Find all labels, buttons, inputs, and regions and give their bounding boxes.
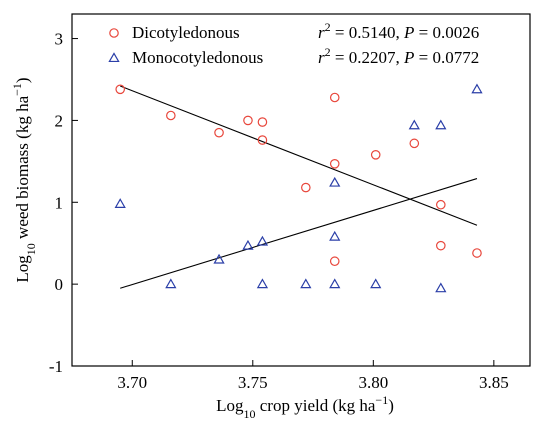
monocot-point [213, 253, 225, 264]
axis-ticks: 3.70 3.75 3.80 3.85 -1 0 1 2 3 [49, 30, 509, 392]
dicot-point [370, 150, 381, 160]
x-tick-label: 3.80 [358, 373, 388, 392]
x-axis-title: Log10 crop yield (kg ha−1) [216, 393, 394, 421]
y-tick-label: 0 [55, 275, 64, 294]
monocot-point [165, 278, 177, 289]
y-axis-title: Log10 weed biomass (kg ha−1) [10, 77, 38, 282]
x-tick-label: 3.70 [117, 373, 147, 392]
y-tick-label: -1 [49, 357, 63, 376]
monocot-point [114, 198, 126, 208]
dicot-point [301, 182, 311, 193]
y-tick-label: 2 [55, 111, 64, 130]
monocot-point [329, 230, 341, 241]
monocot-point [370, 278, 382, 289]
legend-marker [108, 52, 120, 63]
monocot-point [256, 278, 269, 289]
legend-stat: r2 = 0.2207, P = 0.0772 [318, 45, 479, 67]
monocot-point [435, 119, 447, 130]
dicot-point [409, 138, 420, 149]
monocot-point [408, 119, 420, 130]
fit-line-dicotyledonous [120, 85, 478, 226]
dicot-point [472, 248, 482, 258]
monocot-point [300, 278, 312, 289]
data-points [114, 83, 483, 293]
dicot-point [329, 159, 340, 169]
dicot-point [257, 117, 268, 127]
x-tick-label: 3.75 [238, 373, 268, 392]
dicot-point [329, 92, 340, 103]
plot-frame [71, 13, 531, 367]
legend-stat: r2 = 0.5140, P = 0.0026 [318, 20, 479, 42]
monocot-point [471, 83, 483, 94]
monocot-point [435, 282, 447, 293]
dicot-point [436, 199, 446, 210]
x-tick-label: 3.85 [479, 373, 509, 392]
dicot-point [329, 256, 340, 267]
monocot-point [329, 278, 341, 289]
dicot-point [115, 84, 126, 95]
dicot-point [214, 127, 224, 138]
monocot-point [329, 176, 341, 187]
monocot-point [242, 239, 254, 250]
fit-line-monocotyledonous [120, 178, 478, 289]
y-tick-label: 1 [55, 193, 64, 212]
dicot-point [257, 135, 268, 145]
legend-marker [109, 28, 119, 38]
y-tick-label: 3 [55, 30, 64, 49]
monocot-point [256, 235, 269, 246]
legend-label: Monocotyledonous [132, 48, 263, 67]
legend: Dicotyledonous r2 = 0.5140, P = 0.0026 Mon… [108, 20, 479, 67]
dicot-point [436, 240, 446, 251]
legend-label: Dicotyledonous [132, 23, 240, 42]
fit-lines [120, 85, 478, 289]
dicot-point [243, 115, 253, 126]
dicot-point [166, 110, 176, 121]
